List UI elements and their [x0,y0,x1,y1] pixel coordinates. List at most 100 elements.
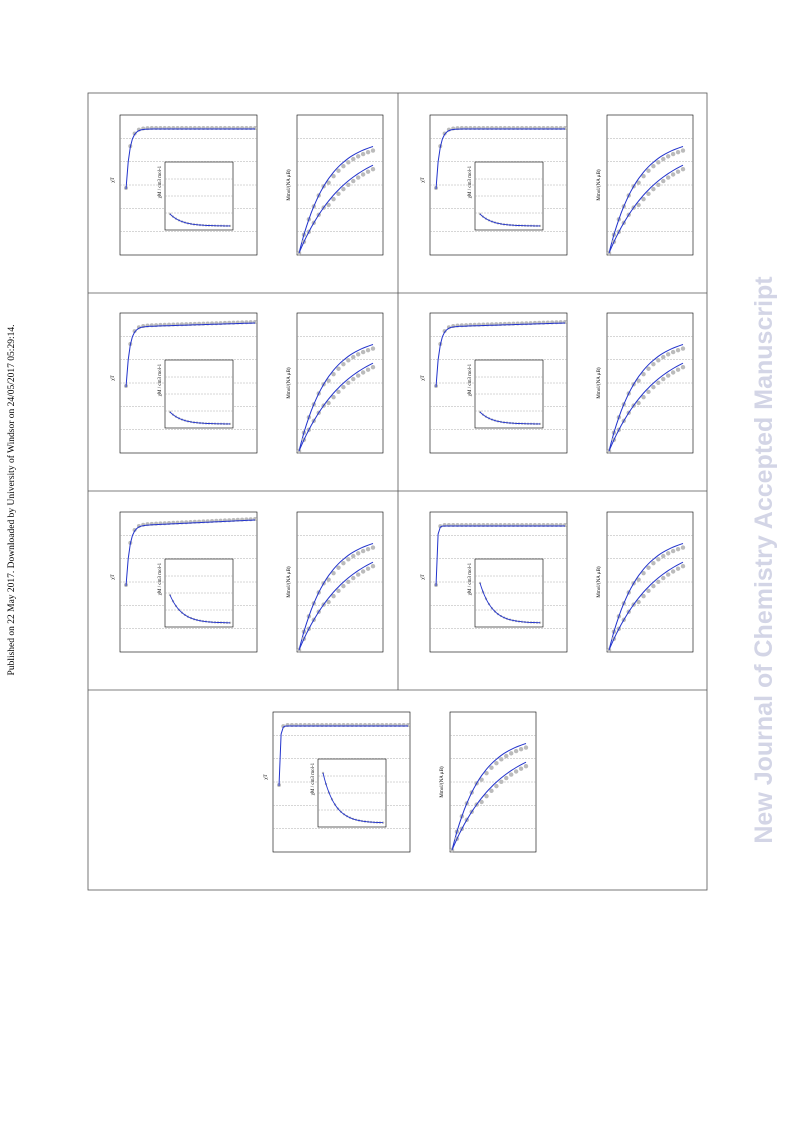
data-point [523,764,529,769]
axis-label: Mmol/(NA μB) [287,169,292,200]
data-point [651,361,656,367]
data-point [680,148,686,153]
data-point [656,380,661,386]
data-point [646,389,651,395]
fit-line [608,561,684,651]
fit-line [451,743,527,851]
data-point [523,745,529,750]
data-point [326,378,331,383]
data-point [661,156,666,162]
sidebar: Published on 22 May 2017. Downloaded by … [6,325,17,676]
data-point [641,196,646,202]
data-point [504,775,509,781]
data-point [646,191,651,197]
data-point [636,400,641,406]
data-point [651,560,656,566]
axis-label: χT [264,774,269,779]
data-point [370,545,376,550]
inset-label: χM / cm3 mol-1 [158,562,163,595]
axis-label: Mmol/(NA μB) [287,566,292,597]
data-point [442,329,447,334]
fit-line [125,519,256,587]
data-point [666,175,671,180]
data-point [336,389,341,395]
data-point [370,564,376,569]
fit-line [298,362,374,452]
fit-line [298,543,374,651]
fit-line [608,543,684,651]
axis-label: χT [421,574,426,579]
axis-label: χT [111,375,116,380]
data-point [341,560,346,566]
data-point [666,352,671,357]
data-point [479,799,484,805]
data-point [675,367,681,372]
data-point [346,579,351,585]
data-point [346,557,351,562]
data-point [670,370,676,375]
data-point [370,346,376,351]
data-point [331,570,336,576]
data-point [331,196,336,202]
data-point [356,551,361,556]
data-point [365,367,371,372]
data-point [484,793,489,799]
data-point [336,588,341,594]
axis-label: χT [111,177,116,182]
data-point [365,149,371,155]
data-point [641,593,646,599]
data-point [336,191,341,197]
data-point [356,572,361,577]
data-point [336,565,341,570]
fit-line [298,164,374,254]
data-point [656,160,661,165]
inset-label: χM / cm3 mol-1 [158,363,163,396]
data-point [670,548,676,554]
fit-line [479,213,540,227]
data-point [360,548,366,554]
axis-label: χT [421,177,426,182]
data-point [661,354,666,360]
data-point [132,131,137,136]
axis-label: Mmol/(NA μB) [597,367,602,398]
data-point [670,349,676,355]
inset-label: χM / cm3 mol-1 [468,165,473,198]
axis-label: Mmol/(NA μB) [440,766,445,797]
data-point [365,347,371,353]
data-point [670,172,676,177]
data-point [494,783,499,789]
data-point [326,180,331,185]
data-point [661,178,666,184]
data-point [666,572,671,577]
data-point [666,373,671,378]
data-point [661,553,666,559]
data-point [646,588,651,594]
data-point [326,400,331,406]
data-point [651,186,656,192]
data-point [675,566,681,571]
data-point [336,366,341,371]
data-point [680,365,686,370]
data-point [341,384,346,390]
fit-line [435,128,565,190]
data-point [651,384,656,390]
data-point [356,352,361,357]
fit-line [322,772,384,824]
data-point [636,202,641,208]
data-point [360,172,366,177]
fit-line [298,344,374,452]
fit-line [479,411,540,425]
data-point [636,599,641,605]
data-point [341,163,346,169]
data-point [331,173,336,179]
data-point [356,175,361,180]
data-point [365,566,371,571]
data-point [351,376,356,382]
data-point [370,167,376,172]
fit-line [169,213,230,227]
data-point [351,156,356,162]
data-point [479,777,484,782]
data-point [489,765,494,770]
data-point [365,546,371,552]
